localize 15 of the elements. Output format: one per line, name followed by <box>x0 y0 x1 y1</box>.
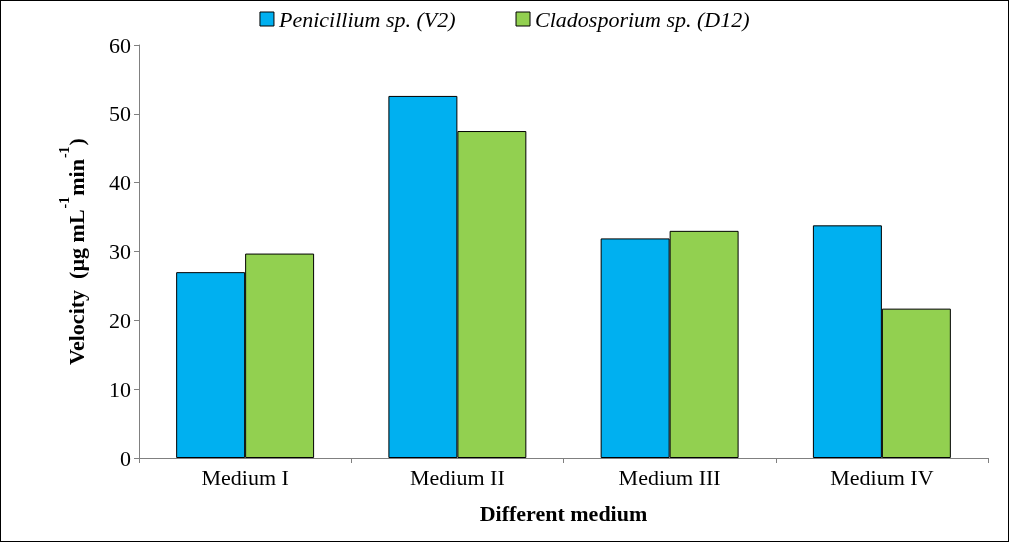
x-axis-title: Different medium <box>479 500 648 526</box>
x-tick-label: Medium I <box>201 464 289 490</box>
y-axis-title: Velocity (µg mL-1min-1) <box>56 138 89 365</box>
legend-label: Cladosporium sp. (D12) <box>535 6 750 32</box>
x-tick-label: Medium II <box>410 464 505 490</box>
y-tick-label: 40 <box>109 170 131 196</box>
x-tick-label: Medium IV <box>830 464 934 490</box>
legend-label: Penicillium sp. (V2) <box>277 6 456 32</box>
y-tick-label: 60 <box>109 32 131 58</box>
y-tick-label: 20 <box>109 307 131 333</box>
y-tick-label: 10 <box>109 376 131 402</box>
x-tick-label: Medium III <box>618 464 721 490</box>
y-tick-label: 0 <box>120 445 131 471</box>
y-tick-label: 30 <box>109 239 131 264</box>
y-tick-label: 50 <box>109 101 131 127</box>
